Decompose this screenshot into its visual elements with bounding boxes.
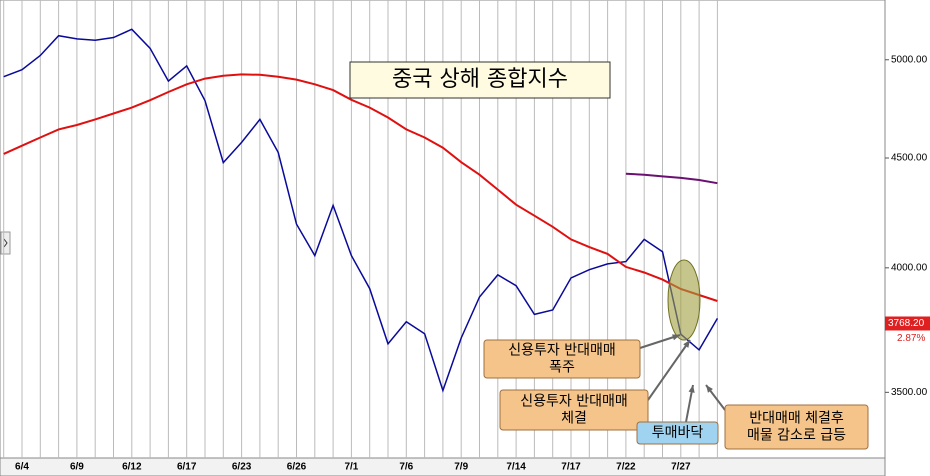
annotation-box — [499, 389, 649, 431]
annotation-text: 반대매매 체결후 — [749, 411, 844, 427]
side-button-arrow — [3, 238, 8, 248]
title-box — [349, 61, 611, 99]
annotation-text: 신용투자 반대매매 — [520, 394, 628, 410]
last-price-label: 3768.20 — [888, 318, 925, 329]
arrow-head — [706, 385, 713, 393]
arrow-head — [688, 385, 695, 393]
arrow-head — [683, 340, 690, 348]
x-tick-label: 7/17 — [561, 462, 581, 473]
x-tick-label: 6/17 — [177, 462, 197, 473]
last-price-box — [885, 316, 930, 331]
series-line — [3, 28, 719, 393]
annotation-text: 투매바닥 — [652, 425, 704, 441]
annotation-arrow — [647, 339, 691, 401]
annotation-text: 체결 — [561, 411, 587, 427]
x-tick-label: 6/26 — [287, 462, 307, 473]
x-tick-label: 6/4 — [15, 462, 29, 473]
x-tick-label: 7/9 — [454, 462, 468, 473]
annotation-text: 신용투자 반대매매 — [508, 343, 616, 359]
x-tick-label: 7/22 — [616, 462, 636, 473]
x-tick-label: 7/14 — [506, 462, 526, 473]
x-tick-label: 6/23 — [232, 462, 252, 473]
x-tick-label: 7/27 — [671, 462, 691, 473]
annotation-box — [483, 339, 641, 379]
x-tick-label: 7/1 — [344, 462, 358, 473]
series-line — [3, 73, 718, 302]
annotation-text: 매물 감소로 급등 — [747, 428, 846, 444]
series-line — [625, 172, 718, 185]
change-label: 2.87% — [897, 333, 925, 344]
highlight-ellipse — [667, 259, 701, 341]
y-tick-label: 5000.00 — [891, 54, 928, 65]
x-tick-label: 6/12 — [122, 462, 142, 473]
annotation-box — [636, 421, 719, 445]
y-tick-label: 4000.00 — [891, 262, 928, 273]
y-tick-label: 4500.00 — [891, 153, 928, 164]
y-tick-label: 3500.00 — [891, 387, 928, 398]
annotation-text: 폭주 — [549, 360, 575, 376]
chart-title: 중국 상해 종합지수 — [392, 67, 568, 92]
arrow-head — [672, 334, 680, 341]
x-tick-label: 7/6 — [399, 462, 413, 473]
x-tick-label: 6/9 — [70, 462, 84, 473]
annotation-box — [724, 404, 869, 450]
side-button[interactable] — [0, 231, 11, 255]
